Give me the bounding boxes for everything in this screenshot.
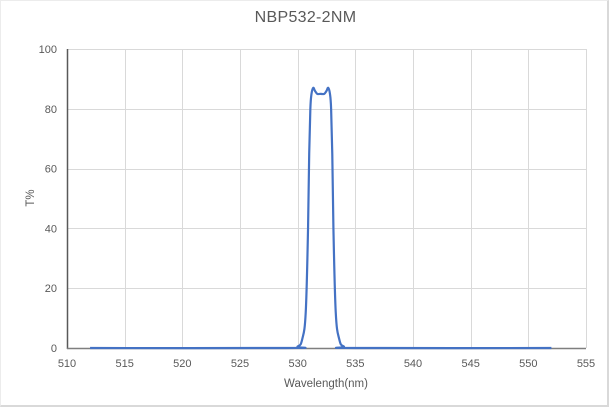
series-line [90,86,552,350]
y-tick-label: 0 [51,343,57,355]
y-tick-label: 60 [45,164,57,176]
y-tick-label: 80 [45,104,57,116]
x-tick-label: 515 [115,358,133,370]
axes [66,49,586,350]
y-tick-label: 100 [39,44,57,56]
x-tick-label: 525 [231,358,249,370]
x-tick-label: 545 [461,358,479,370]
gridlines [67,49,587,348]
x-tick-label: 555 [577,358,595,370]
x-tick-label: 535 [346,358,364,370]
x-tick-label: 550 [519,358,537,370]
tick-labels: 510 515 520 525 530 535 540 545 550 555 0 20 40 60 80 1… [39,44,596,370]
x-tick-label: 530 [288,358,306,370]
x-axis-label: Wavelength(nm) [284,378,368,390]
chart-title: NBP532-2NM [254,9,357,26]
x-tick-label: 540 [404,358,422,370]
x-tick-label: 510 [58,358,76,370]
x-tick-label: 520 [173,358,191,370]
y-tick-label: 20 [45,283,57,295]
y-axis-label: T% [25,189,37,206]
y-tick-label: 40 [45,223,57,235]
